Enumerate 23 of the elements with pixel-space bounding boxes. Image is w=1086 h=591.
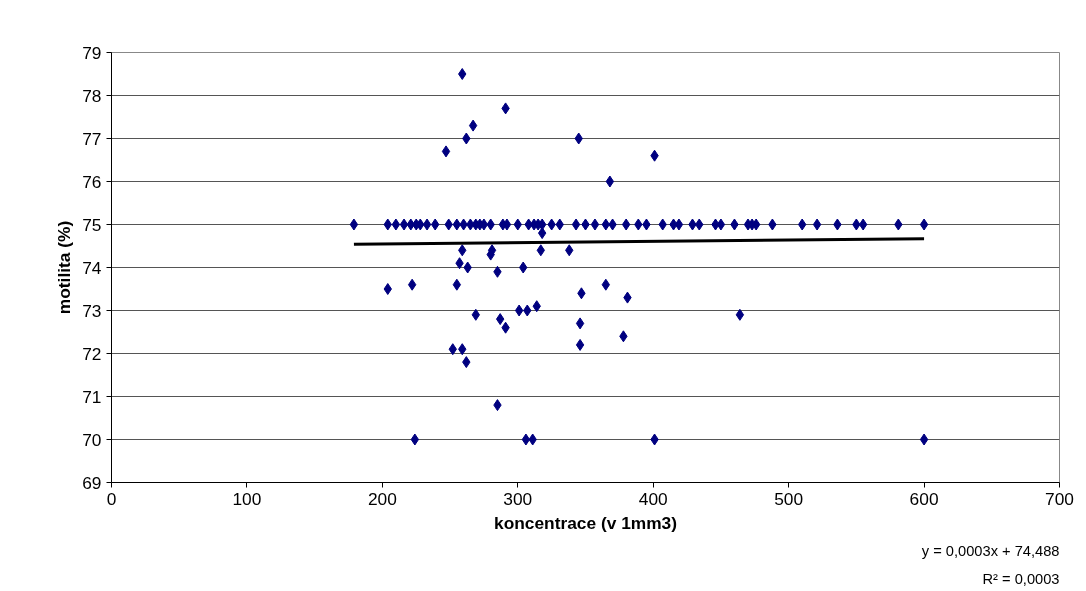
x-tick-label: 700 xyxy=(1045,488,1074,509)
x-tick-label: 400 xyxy=(638,488,668,509)
y-tick-label: 77 xyxy=(82,128,102,149)
y-tick-label: 76 xyxy=(82,171,102,192)
y-tick-label: 75 xyxy=(82,214,102,235)
x-tick-label: 0 xyxy=(106,488,117,509)
text: y = 0,0003x + 74,488 xyxy=(921,542,1060,559)
y-axis-title: motilita (%) xyxy=(54,220,75,315)
y-tick-label: 74 xyxy=(82,257,102,278)
x-tick-label: 500 xyxy=(774,488,804,509)
y-tick-label: 79 xyxy=(82,42,102,63)
x-tick-label: 300 xyxy=(503,488,533,509)
y-tick-label: 70 xyxy=(82,429,102,450)
y-tick-label: 72 xyxy=(82,343,102,364)
y-tick-label: 78 xyxy=(82,85,102,106)
x-tick-label: 600 xyxy=(909,488,939,509)
text: R² = 0,0003 xyxy=(982,570,1060,587)
x-tick-label: 200 xyxy=(367,488,397,509)
y-tick-label: 73 xyxy=(82,300,102,321)
y-tick-label: 71 xyxy=(82,386,102,407)
x-tick-label: 100 xyxy=(232,488,262,509)
x-axis-title: koncentrace (v 1mm3) xyxy=(494,512,678,533)
y-tick-label: 69 xyxy=(82,472,102,493)
